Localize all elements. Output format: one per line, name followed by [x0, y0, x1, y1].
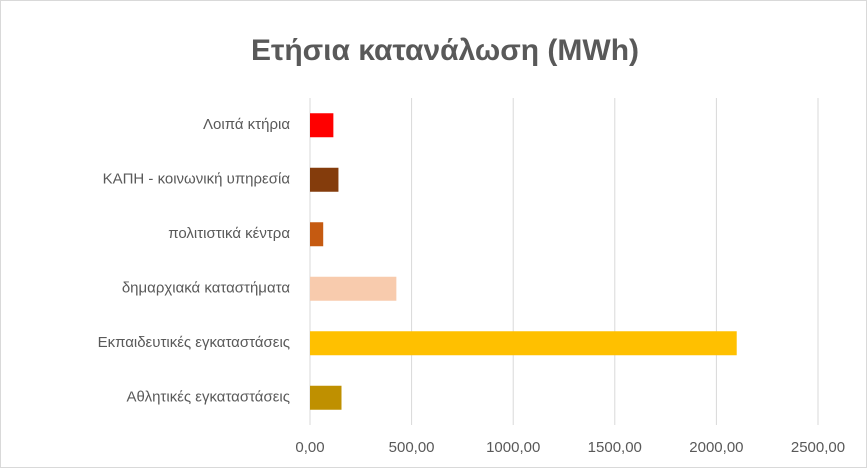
x-tick-label: 2000,00	[689, 439, 743, 456]
bar	[310, 331, 737, 356]
bar	[310, 385, 342, 410]
chart-title: Ετήσια κατανάλωση (MWh)	[251, 34, 639, 67]
y-tick-label: Αθλητικές εγκαταστάσεις	[127, 389, 290, 406]
bar	[310, 222, 324, 247]
x-tick-label: 0,00	[295, 439, 324, 456]
x-tick-label: 2500,00	[791, 439, 845, 456]
bar	[310, 276, 397, 301]
y-tick-label: Λοιπά κτήρια	[203, 116, 290, 133]
y-tick-label: ΚΑΠΗ - κοινωνική υπηρεσία	[103, 171, 291, 188]
x-tick-label: 500,00	[389, 439, 435, 456]
y-tick-label: Εκπαιδευτικές εγκαταστάσεις	[98, 334, 290, 351]
bar	[310, 113, 334, 138]
x-tick-label: 1000,00	[486, 439, 540, 456]
bar	[310, 167, 339, 192]
x-tick-label: 1500,00	[588, 439, 642, 456]
y-tick-label: δημαρχιακά καταστήματα	[122, 280, 290, 297]
y-tick-label: πολιτιστικά κέντρα	[168, 225, 290, 242]
